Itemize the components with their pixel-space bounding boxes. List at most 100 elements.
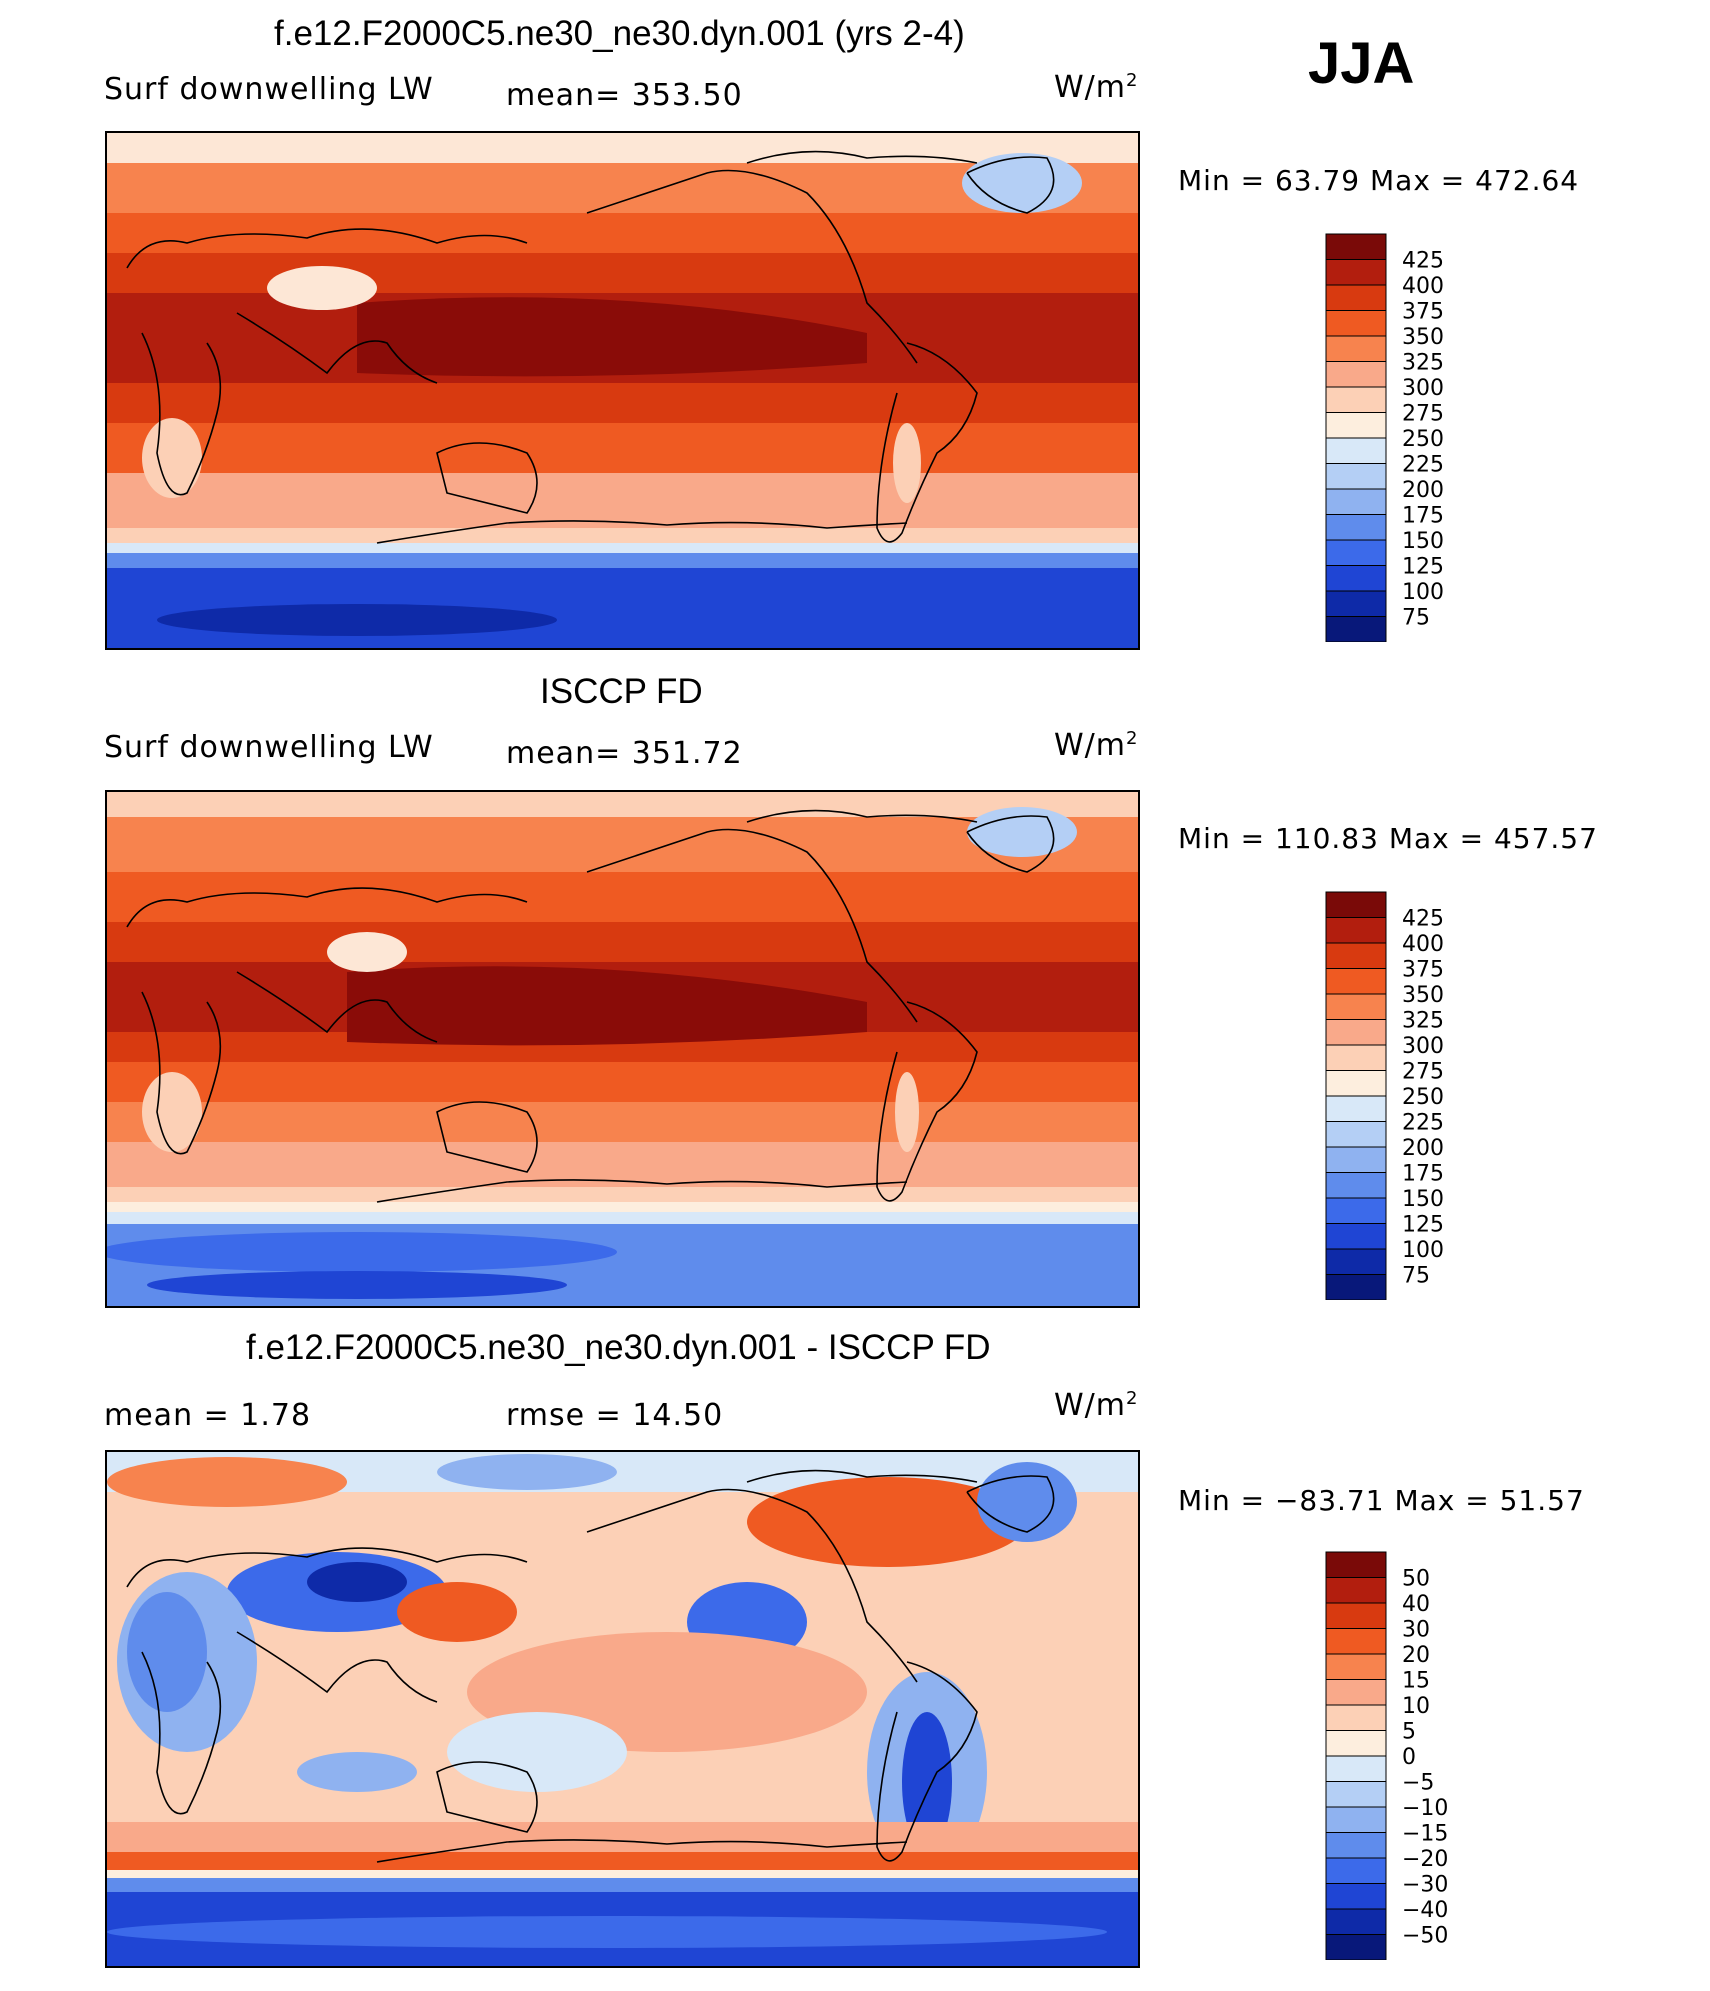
colorbar-tick-label: 200 [1402, 1136, 1444, 1161]
colorbar-tick-label: 375 [1402, 958, 1444, 983]
colorbar-tick-label: 175 [1402, 1162, 1444, 1187]
panel-1-colorbar: 425 400 375 350 325 300 275 250 225 200 175 150 125 1… [1324, 232, 1524, 647]
colorbar-swatch [1325, 1653, 1387, 1680]
colorbar-tick-label: 15 [1402, 1669, 1430, 1694]
colorbar-swatch [1325, 361, 1387, 388]
panel-2-title: ISCCP FD [540, 672, 703, 711]
panel-1-map-svg [107, 133, 1138, 648]
panel-1-variable-label: Surf downwelling LW [104, 72, 434, 107]
colorbar-tick-label: 75 [1402, 1264, 1430, 1289]
colorbar-swatch [1325, 993, 1387, 1020]
colorbar-tick-label: −40 [1402, 1898, 1448, 1923]
colorbar-tick-label: 300 [1402, 1034, 1444, 1059]
colorbar-swatch [1325, 616, 1387, 643]
colorbar-tick-label: 200 [1402, 478, 1444, 503]
colorbar-swatch [1325, 539, 1387, 566]
panel-1-minmax: Min = 63.79 Max = 472.64 [1178, 164, 1580, 197]
colorbar-swatch [1325, 1755, 1387, 1782]
colorbar-tick-label: 350 [1402, 325, 1444, 350]
colorbar-tick-label: 5 [1402, 1720, 1416, 1745]
colorbar-tick-label: 150 [1402, 529, 1444, 554]
season-label: JJA [1308, 31, 1415, 96]
colorbar-swatch [1325, 1551, 1387, 1578]
panel-1-unit-label: W/m2 [1054, 70, 1139, 105]
panel-2-minmax: Min = 110.83 Max = 457.57 [1178, 822, 1598, 855]
colorbar-tick-label: 325 [1402, 351, 1444, 376]
colorbar-tick-label: 275 [1402, 402, 1444, 427]
colorbar-swatch [1325, 1172, 1387, 1199]
panel-3-map [105, 1450, 1140, 1968]
colorbar-tick-label: 40 [1402, 1592, 1430, 1617]
colorbar-tick-label: 250 [1402, 1085, 1444, 1110]
colorbar-tick-label: 100 [1402, 1238, 1444, 1263]
colorbar-tick-label: 275 [1402, 1060, 1444, 1085]
colorbar-swatch [1325, 1223, 1387, 1250]
panel-1-map [105, 131, 1140, 650]
colorbar-tick-label: 20 [1402, 1643, 1430, 1668]
colorbar-tick-label: 175 [1402, 504, 1444, 529]
panel-2-unit-label: W/m2 [1054, 728, 1139, 763]
colorbar-tick-label: 100 [1402, 580, 1444, 605]
colorbar-tick-label: 50 [1402, 1567, 1430, 1592]
colorbar-swatch [1325, 1857, 1387, 1884]
colorbar-tick-label: 150 [1402, 1187, 1444, 1212]
colorbar-swatch [1325, 1121, 1387, 1148]
colorbar-swatch [1325, 233, 1387, 260]
colorbar-tick-label: 30 [1402, 1618, 1430, 1643]
colorbar-tick-label: 225 [1402, 1111, 1444, 1136]
colorbar-swatch [1325, 1883, 1387, 1910]
colorbar-swatch [1325, 1832, 1387, 1859]
colorbar-tick-label: −20 [1402, 1847, 1448, 1872]
colorbar-swatch [1325, 514, 1387, 541]
colorbar-swatch [1325, 1146, 1387, 1173]
colorbar-swatch [1325, 1908, 1387, 1935]
panel-3-title: f.e12.F2000C5.ne30_ne30.dyn.001 - ISCCP … [246, 1328, 991, 1367]
colorbar-swatch [1325, 1044, 1387, 1071]
colorbar-tick-label: −5 [1402, 1771, 1434, 1796]
colorbar-swatch [1325, 1577, 1387, 1604]
colorbar-swatch [1325, 565, 1387, 592]
colorbar-swatch [1325, 310, 1387, 337]
panel-2-map [105, 790, 1140, 1308]
panel-1-title: f.e12.F2000C5.ne30_ne30.dyn.001 (yrs 2-4… [274, 14, 965, 53]
colorbar-swatch [1325, 284, 1387, 311]
panel-3-rmse-label: rmse = 14.50 [506, 1398, 724, 1433]
colorbar-swatch [1325, 1274, 1387, 1301]
colorbar-tick-label: 325 [1402, 1009, 1444, 1034]
colorbar-swatch [1325, 590, 1387, 617]
panel-2-mean-label: mean= 351.72 [506, 736, 743, 771]
panel-1-mean-label: mean= 353.50 [506, 78, 743, 113]
colorbar-tick-label: 300 [1402, 376, 1444, 401]
colorbar-swatch [1325, 1248, 1387, 1275]
colorbar-tick-label: 225 [1402, 453, 1444, 478]
colorbar-swatch [1325, 942, 1387, 969]
colorbar-tick-label: −10 [1402, 1796, 1448, 1821]
colorbar-tick-label: 0 [1402, 1745, 1416, 1770]
colorbar-tick-label: 425 [1402, 907, 1444, 932]
colorbar-tick-label: 250 [1402, 427, 1444, 452]
colorbar-tick-label: 400 [1402, 274, 1444, 299]
colorbar-tick-label: 125 [1402, 555, 1444, 580]
panel-3-colorbar: 50 40 30 20 15 10 5 0 −5 −10 −15 −20 −30 −40 −50 [1324, 1550, 1524, 1965]
panel-2-colorbar-svg: 4254003753503253002752502252001751501251… [1325, 891, 1444, 1301]
colorbar-swatch [1325, 1019, 1387, 1046]
colorbar-swatch [1325, 1602, 1387, 1629]
colorbar-swatch [1325, 917, 1387, 944]
panel-3-unit-label: W/m2 [1054, 1388, 1139, 1423]
colorbar-tick-label: 400 [1402, 932, 1444, 957]
colorbar-swatch [1325, 259, 1387, 286]
colorbar-tick-label: −30 [1402, 1873, 1448, 1898]
colorbar-swatch [1325, 1781, 1387, 1808]
colorbar-swatch [1325, 968, 1387, 995]
colorbar-tick-label: 375 [1402, 300, 1444, 325]
panel-2-map-svg [107, 792, 1138, 1306]
colorbar-swatch [1325, 1679, 1387, 1706]
colorbar-swatch [1325, 335, 1387, 362]
colorbar-tick-label: −15 [1402, 1822, 1448, 1847]
colorbar-tick-label: 10 [1402, 1694, 1430, 1719]
colorbar-swatch [1325, 437, 1387, 464]
colorbar-tick-label: 125 [1402, 1213, 1444, 1238]
panel-1-colorbar-svg: 4254003753503253002752502252001751501251… [1325, 233, 1444, 643]
colorbar-tick-label: 350 [1402, 983, 1444, 1008]
colorbar-swatch [1325, 1070, 1387, 1097]
